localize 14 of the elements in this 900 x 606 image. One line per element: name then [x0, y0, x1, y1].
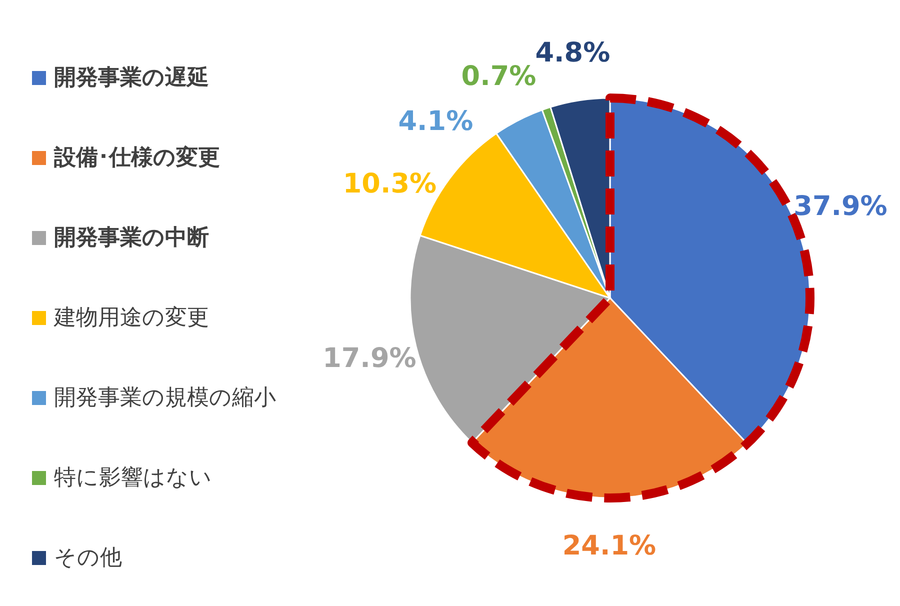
legend-label: 特に影響はない [54, 466, 212, 490]
legend-label: 建物用途の変更 [53, 306, 209, 330]
legend-label: 開発事業の規模の縮小 [54, 386, 276, 410]
data-label: 10.3% [342, 168, 437, 200]
legend-label: 開発事業の中断 [54, 226, 209, 250]
data-label: 37.9% [794, 191, 888, 222]
data-label: 0.7% [461, 60, 536, 92]
legend-label: その他 [54, 546, 122, 570]
data-label: 4.8% [535, 37, 610, 68]
legend-label: 設備･仕様の変更 [53, 144, 220, 170]
legend-label: 開発事業の遅延 [54, 66, 209, 90]
data-label: 24.1% [562, 530, 656, 562]
data-label: 4.1% [398, 106, 474, 138]
data-label: 17.9% [322, 342, 416, 374]
